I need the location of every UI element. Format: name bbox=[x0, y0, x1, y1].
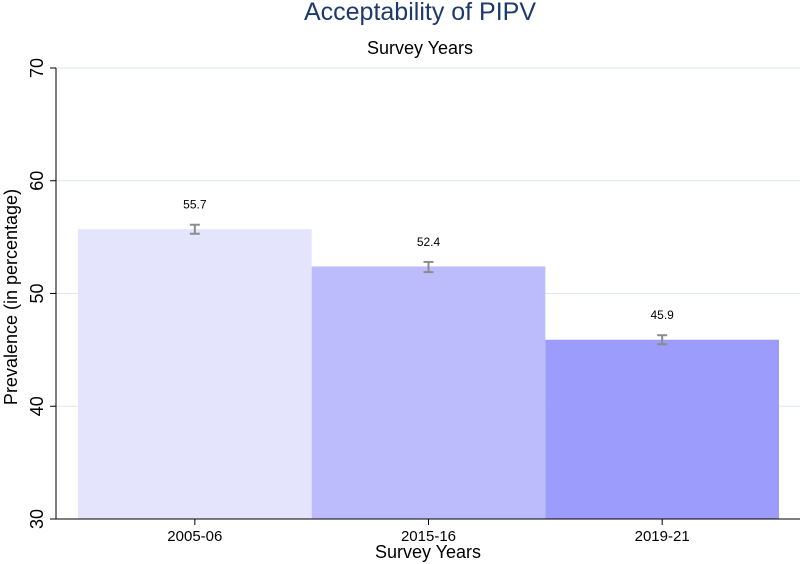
y-tick-label: 40 bbox=[27, 396, 47, 416]
data-label: 52.4 bbox=[417, 235, 441, 249]
x-tick-label: 2005-06 bbox=[167, 528, 222, 545]
data-label: 45.9 bbox=[650, 308, 674, 322]
data-labels: 55.7 52.4 45.9 bbox=[183, 198, 674, 322]
x-axis-ticks: 2005-06 2015-16 2019-21 bbox=[167, 519, 690, 545]
chart-subtitle: Survey Years bbox=[367, 38, 473, 58]
y-tick-label: 30 bbox=[27, 509, 47, 529]
x-tick-label: 2015-16 bbox=[401, 528, 456, 545]
bar bbox=[311, 266, 546, 519]
x-axis-label: Survey Years bbox=[375, 542, 481, 562]
x-tick-label: 2019-21 bbox=[635, 528, 690, 545]
error-bars bbox=[189, 223, 668, 346]
bar bbox=[545, 339, 779, 519]
y-tick-label: 70 bbox=[27, 58, 47, 78]
y-tick-label: 50 bbox=[27, 283, 47, 303]
y-axis-ticks: 30 40 50 60 70 bbox=[27, 58, 56, 529]
y-tick-label: 60 bbox=[27, 171, 47, 191]
bar bbox=[78, 229, 312, 520]
chart-title: Acceptability of PIPV bbox=[304, 0, 536, 26]
data-label: 55.7 bbox=[183, 198, 207, 212]
y-axis-label: Prevalence (in percentage) bbox=[1, 189, 21, 405]
bars bbox=[78, 229, 779, 520]
